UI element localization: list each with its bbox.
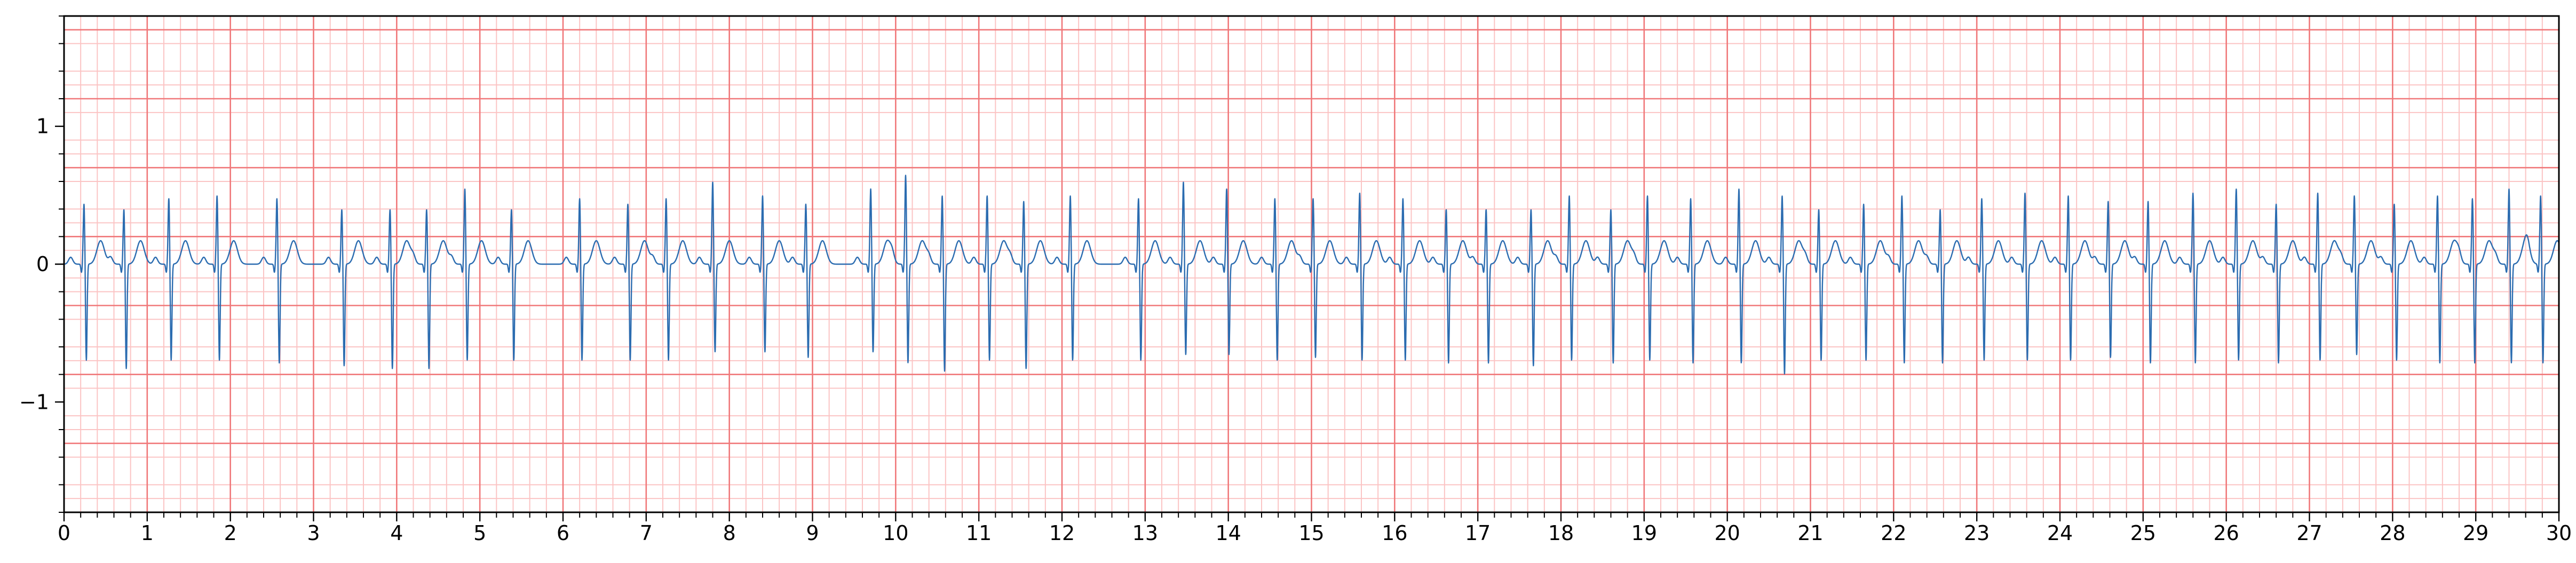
x-tick-label: 15 <box>1298 521 1324 545</box>
x-tick-label: 26 <box>2213 521 2239 545</box>
x-tick-label: 2 <box>224 521 237 545</box>
x-tick-label: 10 <box>883 521 908 545</box>
ecg-trace-line <box>64 175 2560 375</box>
y-tick-label: 1 <box>36 115 49 138</box>
x-tick-label: 21 <box>1797 521 1823 545</box>
x-tick-label: 17 <box>1465 521 1491 545</box>
x-tick-label: 14 <box>1215 521 1241 545</box>
x-tick-label: 1 <box>141 521 154 545</box>
x-tick-label: 18 <box>1548 521 1574 545</box>
x-tick-label: 8 <box>723 521 736 545</box>
x-tick-label: 23 <box>1964 521 1990 545</box>
y-tick-label: −1 <box>19 390 49 414</box>
x-tick-label: 3 <box>307 521 320 545</box>
y-tick-label: 0 <box>36 252 49 276</box>
x-tick-label: 0 <box>58 521 70 545</box>
x-tick-label: 11 <box>966 521 992 545</box>
x-tick-label: 25 <box>2130 521 2156 545</box>
ecg-trace-layer <box>64 175 2560 375</box>
x-tick-label: 24 <box>2047 521 2073 545</box>
y-axis: 1 0 −1 <box>19 15 64 513</box>
x-tick-label: 27 <box>2296 521 2322 545</box>
x-tick-label: 4 <box>390 521 403 545</box>
x-tick-label: 29 <box>2463 521 2488 545</box>
x-tick-label: 30 <box>2546 521 2572 545</box>
x-tick-label: 12 <box>1049 521 1075 545</box>
x-tick-label: 20 <box>1714 521 1740 545</box>
x-tick-label: 9 <box>806 521 819 545</box>
x-tick-label: 7 <box>640 521 653 545</box>
x-tick-label: 6 <box>557 521 569 545</box>
x-tick-label: 13 <box>1132 521 1158 545</box>
x-tick-label: 5 <box>473 521 486 545</box>
x-tick-label: 19 <box>1631 521 1657 545</box>
x-tick-label: 16 <box>1382 521 1407 545</box>
x-tick-label: 22 <box>1881 521 1906 545</box>
x-tick-label: 28 <box>2380 521 2405 545</box>
x-axis: 0 1 2 3 4 5 6 7 8 9 10 11 12 13 14 15 16 17 18 19 20 21 22 23 24… <box>58 512 2572 545</box>
